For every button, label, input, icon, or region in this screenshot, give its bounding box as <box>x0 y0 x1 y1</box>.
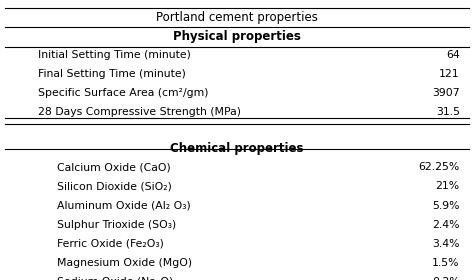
Text: 2.4%: 2.4% <box>432 220 460 230</box>
Text: 1.5%: 1.5% <box>432 258 460 268</box>
Text: Silicon Dioxide (SiO₂): Silicon Dioxide (SiO₂) <box>57 181 172 192</box>
Text: Final Setting Time (minute): Final Setting Time (minute) <box>38 69 186 79</box>
Text: 28 Days Compressive Strength (MPa): 28 Days Compressive Strength (MPa) <box>38 107 241 117</box>
Text: Calcium Oxide (CaO): Calcium Oxide (CaO) <box>57 162 171 172</box>
Text: Sulphur Trioxide (SO₃): Sulphur Trioxide (SO₃) <box>57 220 176 230</box>
Text: 62.25%: 62.25% <box>419 162 460 172</box>
Text: Aluminum Oxide (Al₂ O₃): Aluminum Oxide (Al₂ O₃) <box>57 200 191 211</box>
Text: Initial Setting Time (minute): Initial Setting Time (minute) <box>38 50 191 60</box>
Text: Ferric Oxide (Fe₂O₃): Ferric Oxide (Fe₂O₃) <box>57 239 164 249</box>
Text: 21%: 21% <box>436 181 460 192</box>
Text: Specific Surface Area (cm²/gm): Specific Surface Area (cm²/gm) <box>38 88 209 98</box>
Text: 3.4%: 3.4% <box>432 239 460 249</box>
Text: Sodium Oxide (Na₂O): Sodium Oxide (Na₂O) <box>57 277 173 280</box>
Text: 5.9%: 5.9% <box>432 200 460 211</box>
Text: 0.2%: 0.2% <box>432 277 460 280</box>
Text: Physical properties: Physical properties <box>173 30 301 43</box>
Text: Portland cement properties: Portland cement properties <box>156 11 318 24</box>
Text: Chemical properties: Chemical properties <box>170 142 304 155</box>
Text: 64: 64 <box>446 50 460 60</box>
Text: 121: 121 <box>439 69 460 79</box>
Text: 31.5: 31.5 <box>436 107 460 117</box>
Text: Magnesium Oxide (MgO): Magnesium Oxide (MgO) <box>57 258 192 268</box>
Text: 3907: 3907 <box>432 88 460 98</box>
